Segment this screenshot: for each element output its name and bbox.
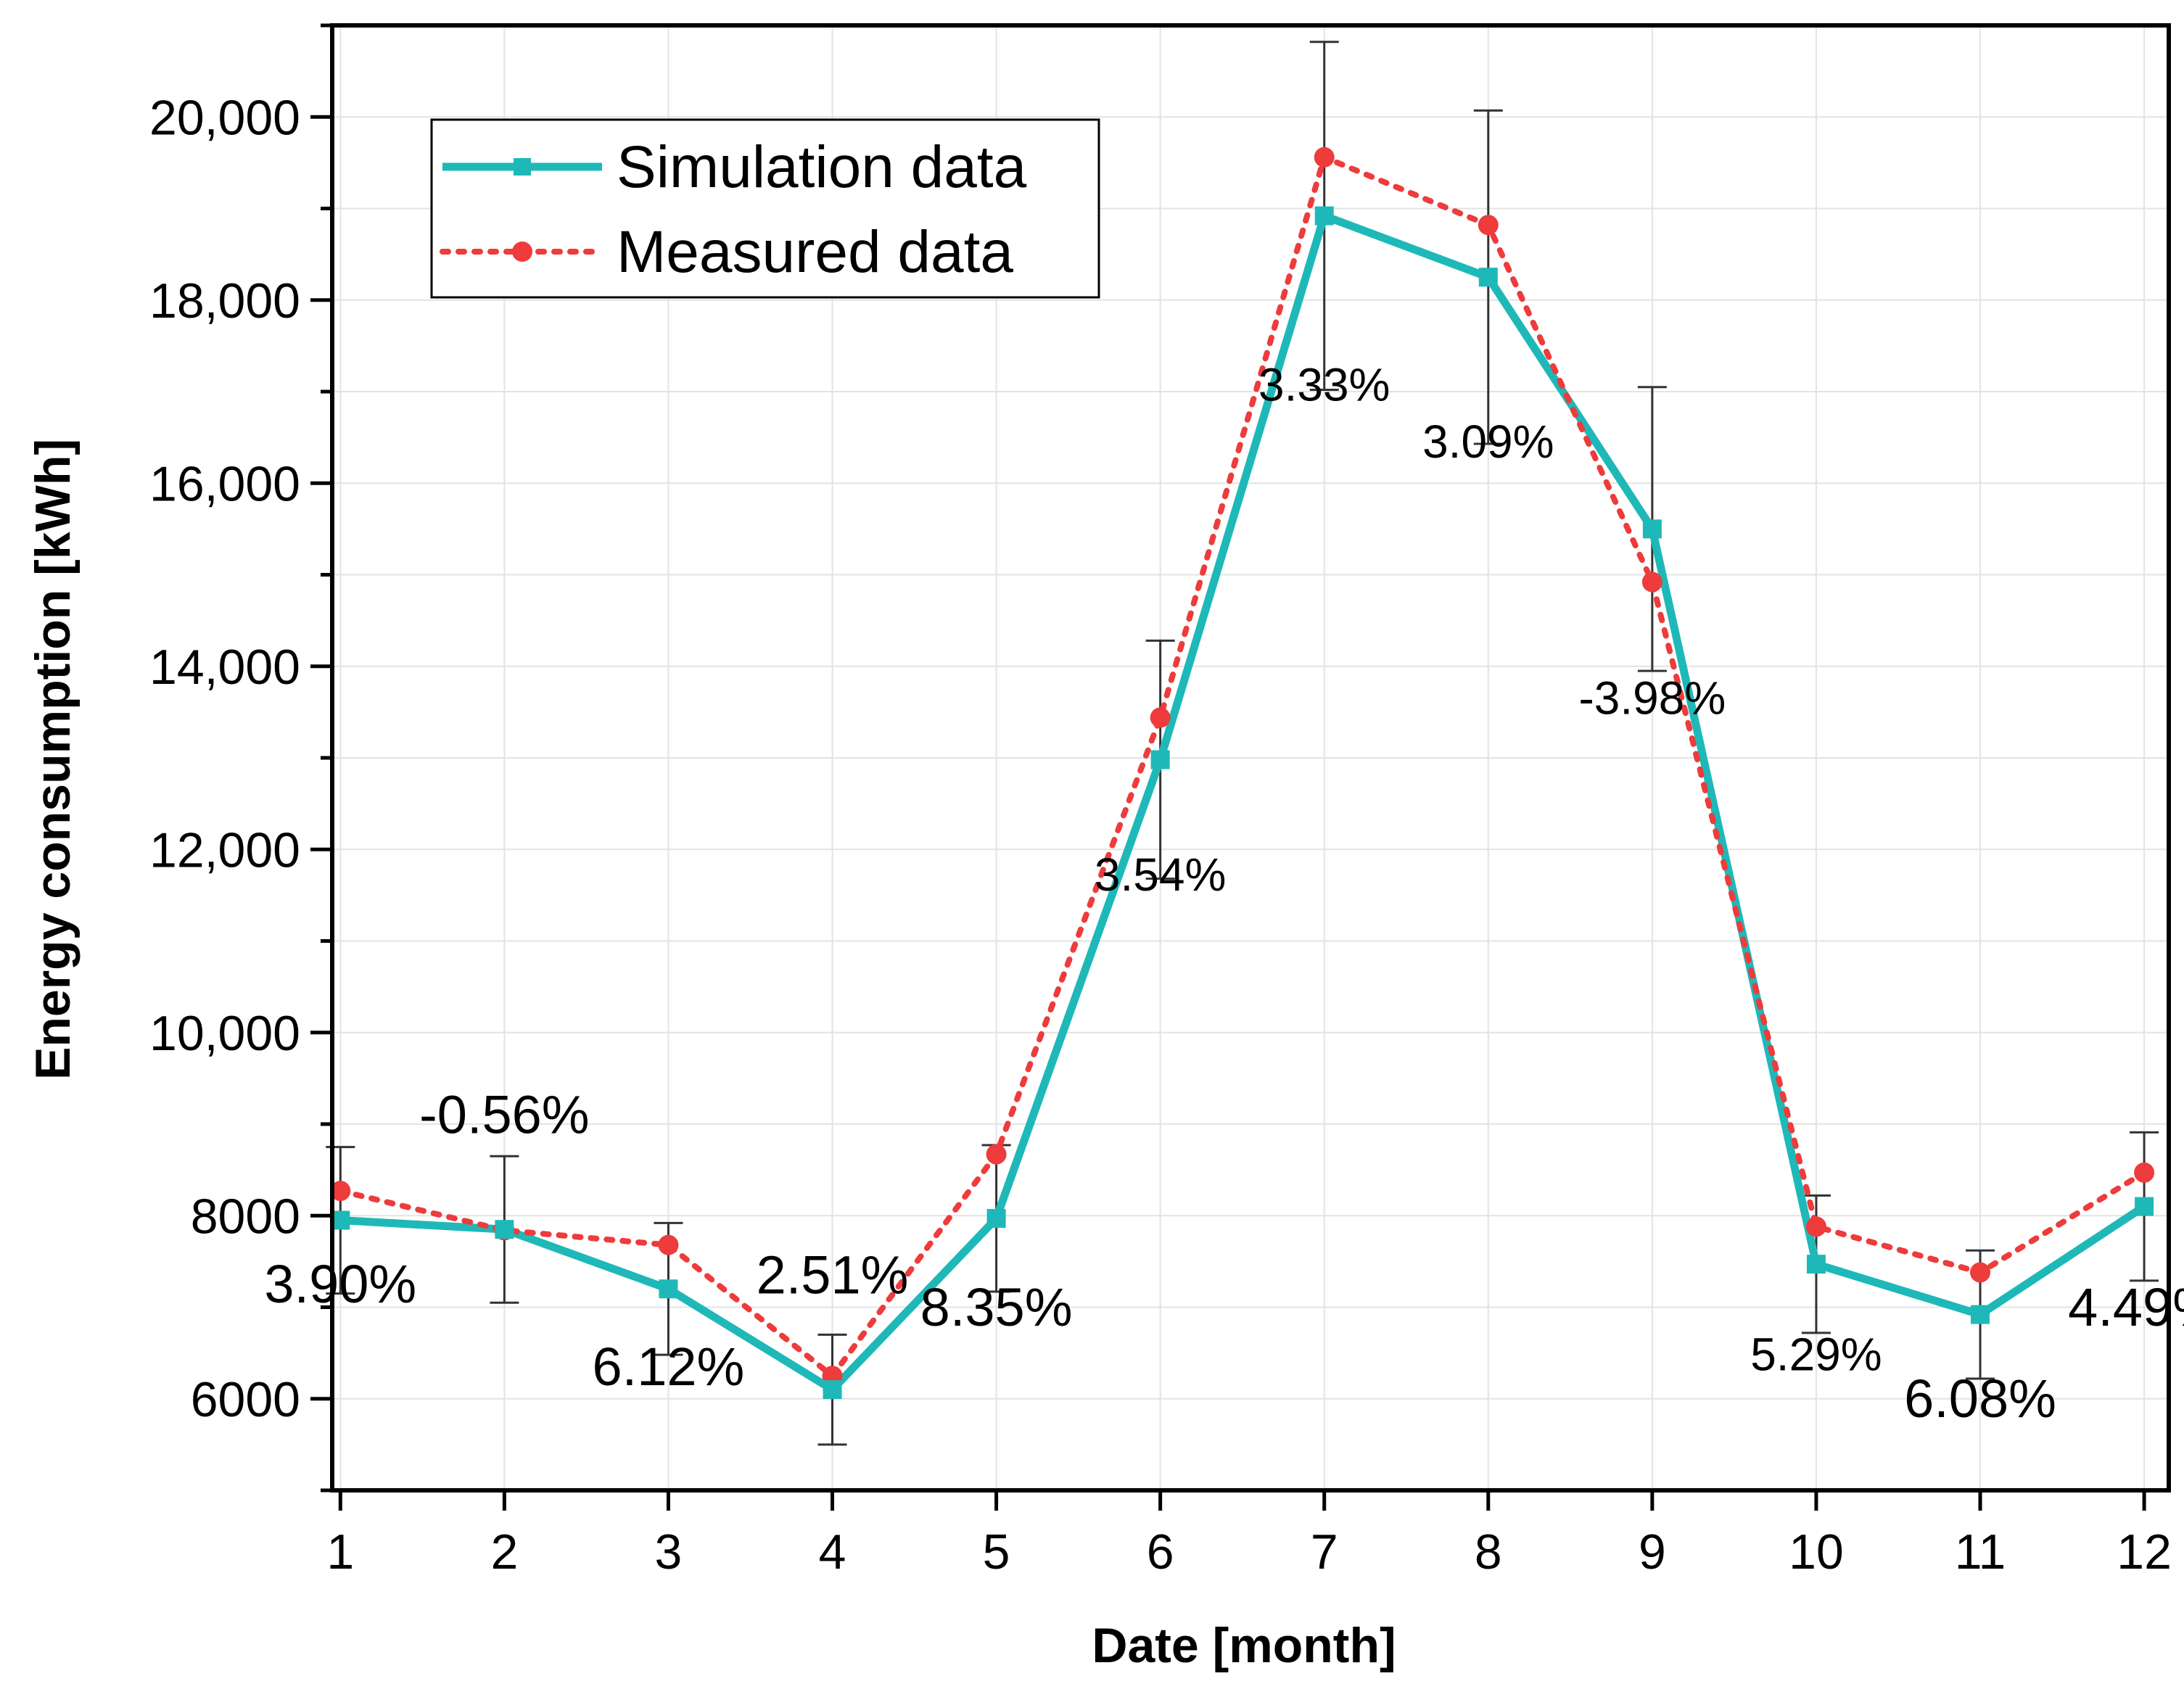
annotation-label: 3.09% [1422,416,1554,468]
x-tick-label: 8 [1475,1524,1502,1580]
x-tick-label: 5 [983,1524,1010,1580]
marker-simulation [2135,1197,2154,1216]
y-tick-label: 8000 [191,1189,300,1244]
y-tick-label: 12,000 [149,822,300,878]
annotation-label: -0.56% [419,1085,589,1145]
legend-simulation-label: Simulation data [617,134,1027,200]
annotation-label: 4.49% [2068,1277,2184,1337]
marker-measured [330,1181,351,1202]
y-tick-label: 16,000 [149,456,300,511]
y-tick-labels: 6000 8000 10,000 12,000 14,000 16,000 18,000 20… [149,90,300,1427]
marker-simulation [1971,1305,1990,1324]
x-tick-label: 11 [1955,1524,2006,1580]
legend-measured-label: Measured data [617,219,1013,285]
marker-measured [1970,1262,1991,1283]
marker-simulation [1150,750,1170,769]
marker-measured [1641,571,1662,593]
marker-simulation [1478,268,1498,287]
marker-measured [1150,707,1171,728]
legend: Simulation data Measured data [430,118,1100,299]
annotation-label: 6.12% [593,1337,745,1397]
marker-simulation [1314,206,1334,226]
legend-simulation-marker [514,158,531,176]
y-tick-label: 10,000 [149,1006,300,1061]
marker-simulation [1806,1255,1826,1274]
x-tick-label: 9 [1639,1524,1666,1580]
annotation-label: 6.08% [1904,1368,2056,1429]
x-axis-label: Date [month] [1092,1618,1396,1673]
x-tick-label: 12 [2117,1524,2172,1580]
marker-measured [1478,215,1499,236]
marker-measured [986,1144,1007,1165]
marker-simulation [495,1220,514,1239]
annotation-label: 3.54% [1095,849,1226,901]
legend-box [430,118,1100,299]
annotation-label: 5.29% [1750,1329,1882,1381]
x-tick-label: 2 [490,1524,518,1580]
y-tick-label: 14,000 [149,640,300,695]
x-tick-label: 4 [819,1524,846,1580]
annotation-label: 3.90% [264,1254,416,1314]
y-tick-label: 18,000 [149,273,300,329]
legend-measured-marker [512,241,532,262]
annotation-label: 3.33% [1258,359,1390,411]
series-line-simulation [339,210,2147,1395]
data-markers [330,146,2155,1400]
marker-simulation [986,1209,1006,1229]
marker-simulation [1642,519,1662,539]
annotation-label: 8.35% [920,1277,1073,1337]
x-tick-label: 7 [1311,1524,1338,1580]
marker-measured [658,1234,679,1255]
x-tick-label: 3 [655,1524,683,1580]
marker-measured [1314,146,1335,168]
marker-simulation [659,1279,678,1299]
x-tick-label: 1 [326,1524,354,1580]
marker-measured [1805,1216,1826,1237]
y-axis-label: Energy consumption [kWh] [25,439,81,1080]
annotations: 3.90% -0.56% 6.12%2.51%8.35% 3.54% 3.33% 3.09… [264,359,2184,1429]
series-lines [337,153,2148,1395]
annotation-label: -3.98% [1578,672,1726,724]
y-tick-label: 6000 [191,1372,300,1427]
marker-measured [2134,1162,2155,1183]
y-tick-label: 20,000 [149,90,300,145]
x-tick-label: 6 [1147,1524,1174,1580]
x-tick-label: 10 [1789,1524,1844,1580]
x-tick-labels: 1 2 3 4 5 6 7 8 9 10 11 12 [326,1524,2172,1580]
marker-simulation [823,1380,842,1400]
axis-ticks [310,23,2146,1511]
annotation-label: 2.51% [757,1245,909,1305]
series-line-measured [337,153,2148,1380]
